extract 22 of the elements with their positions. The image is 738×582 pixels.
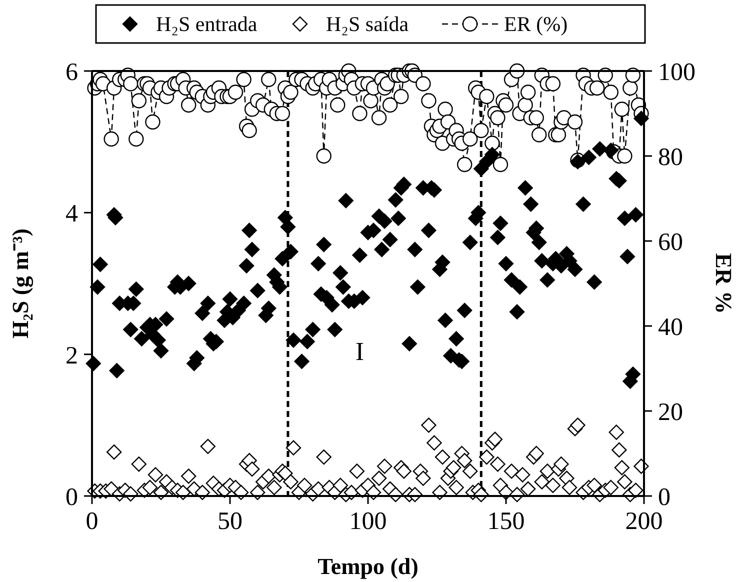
y-axis-title: H₂S (g m⁻³): [8, 228, 34, 338]
y-tick-label: 2: [66, 342, 78, 370]
x-tick-label: 50: [218, 508, 242, 535]
annotation: I: [355, 337, 364, 366]
y2-tick-label: 100: [658, 59, 696, 86]
x-tick-label: 0: [86, 508, 98, 535]
legend-label: H₂S saída: [326, 12, 410, 36]
y2-tick-label: 40: [658, 314, 683, 341]
x-tick-label: 150: [487, 508, 525, 535]
y2-tick-label: 80: [658, 144, 683, 171]
x-tick-label: 100: [349, 508, 387, 535]
x-axis-title: Tempo (d): [318, 554, 418, 579]
y-tick-label: 4: [66, 200, 78, 228]
y-tick-label: 6: [66, 59, 78, 86]
legend-label: H₂S entrada: [156, 12, 258, 36]
y2-tick-label: 60: [658, 229, 683, 256]
y2-tick-label: 20: [658, 399, 683, 426]
y2-axis-title: ER %: [711, 253, 736, 314]
y2-tick-label: 0: [658, 484, 670, 511]
y-tick-label: 0: [66, 484, 78, 511]
legend-label: ER (%): [504, 12, 568, 36]
x-tick-label: 200: [625, 508, 663, 535]
